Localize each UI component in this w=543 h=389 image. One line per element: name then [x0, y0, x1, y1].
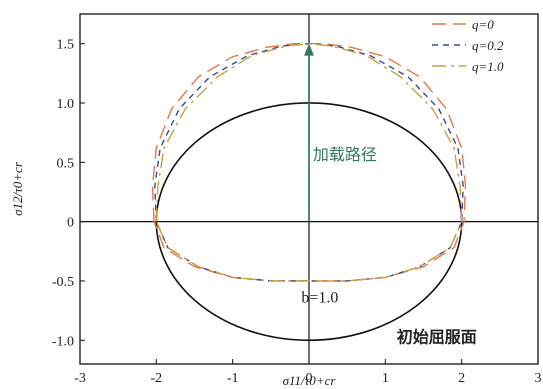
x-tick-label: -1 — [227, 371, 239, 386]
x-tick-label: 3 — [535, 371, 542, 386]
legend-label: q=1.0 — [472, 59, 504, 74]
initial-yield-surface-label: 初始屈服面 — [397, 328, 477, 347]
y-tick-label: -0.5 — [52, 275, 74, 290]
x-tick-label: 1 — [382, 371, 389, 386]
x-tick-label: 2 — [458, 371, 465, 386]
series-line-1 — [151, 43, 467, 282]
series-line-3 — [155, 43, 463, 282]
y-tick-label: -1.0 — [52, 334, 74, 349]
x-tick-label: 0 — [306, 371, 313, 386]
y-tick-label: 0 — [67, 216, 74, 231]
b-value-annotation: b=1.0 — [301, 289, 338, 306]
y-tick-label: 1.0 — [57, 97, 75, 112]
x-tick-label: -2 — [150, 371, 162, 386]
loading-path-annotation: 加载路径 — [313, 146, 377, 164]
legend-label: q=0 — [472, 17, 494, 32]
y-axis-label: σ12/τ0+cr — [10, 161, 25, 216]
y-tick-label: 1.5 — [57, 38, 75, 53]
loading-path-arrow-head — [304, 43, 314, 56]
x-tick-label: -3 — [74, 371, 86, 386]
x-axis-label: σ11/τ0+cr — [283, 373, 337, 388]
y-tick-label: 0.5 — [57, 156, 75, 171]
legend-label: q=0.2 — [472, 38, 504, 53]
